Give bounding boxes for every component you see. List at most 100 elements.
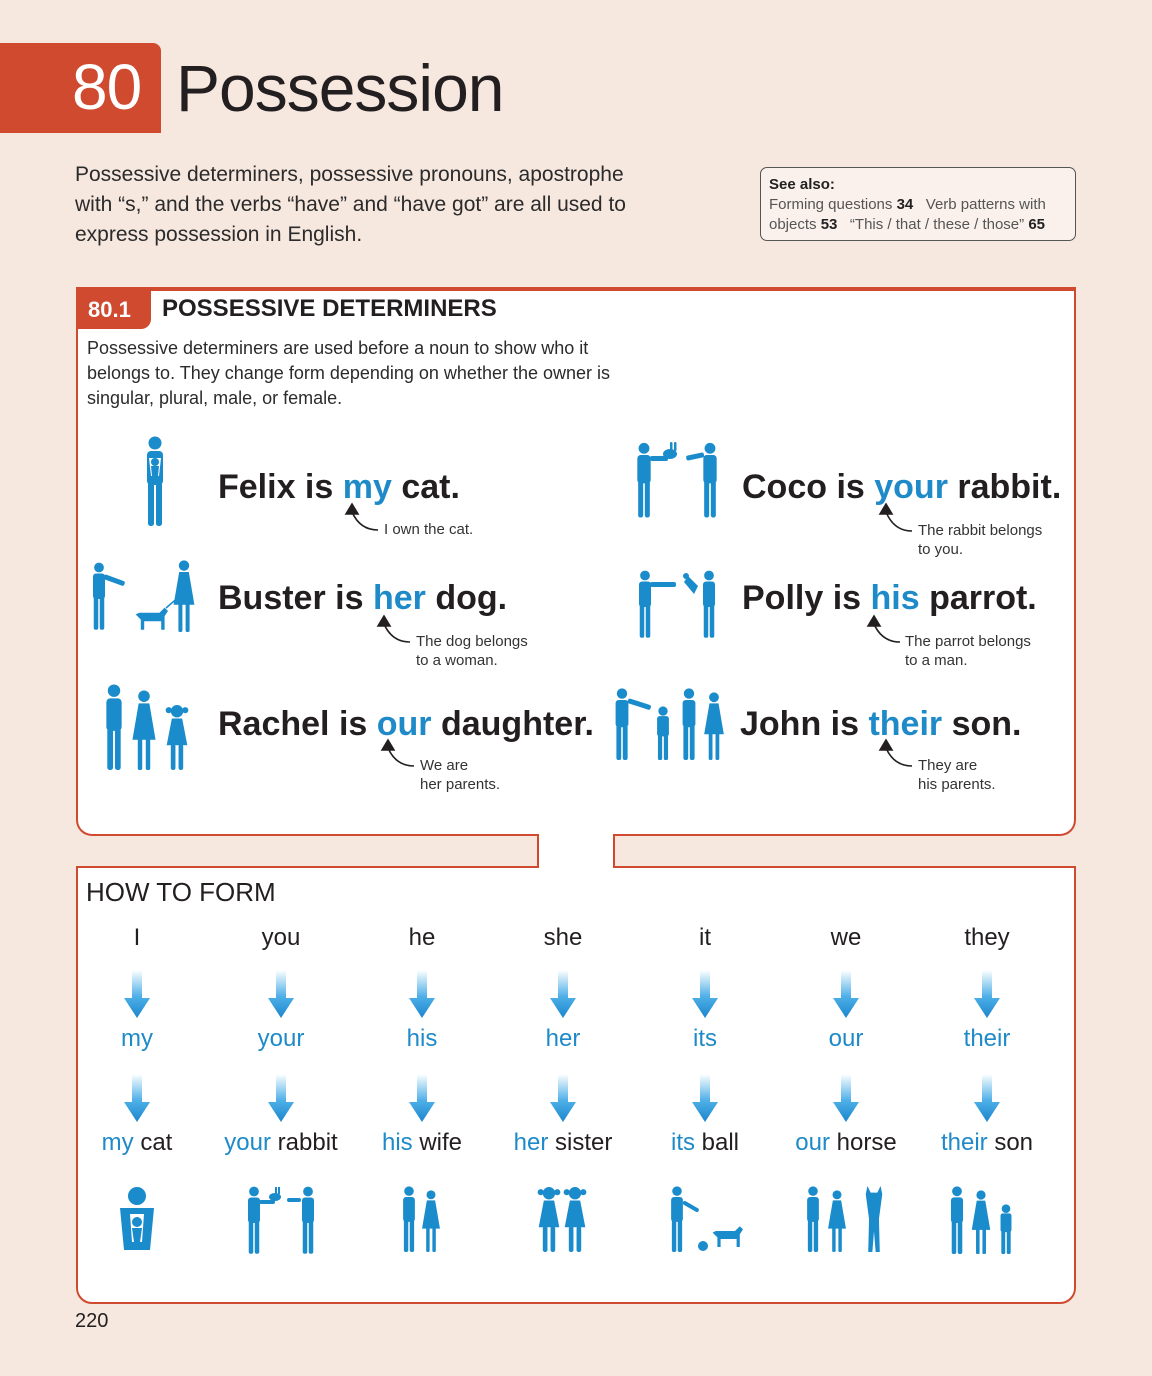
example-5-noun: daughter.: [431, 705, 594, 743]
example-sentence-1: Felix is my cat.: [218, 468, 460, 507]
example-sentence-5: Rachel is our daughter.: [218, 705, 594, 744]
example-4-note-line-2: to a man.: [905, 652, 968, 669]
determiner-label: his: [406, 1025, 438, 1052]
example-2-note-line-2: to you.: [918, 541, 964, 558]
man-giving-rabbit-icon: [637, 442, 717, 518]
down-arrow-icon: [776, 970, 916, 1023]
phrase-6: their son: [917, 1129, 1057, 1157]
phrase-0: my cat: [67, 1129, 207, 1157]
pronoun-label: you: [261, 924, 301, 951]
determiner-4: its: [635, 1025, 775, 1053]
pronoun-label: I: [133, 924, 141, 951]
see-also-item-2a[interactable]: Verb patterns with: [925, 196, 1046, 213]
phrase-determiner: your: [224, 1129, 271, 1156]
example-3-subject: Buster is: [218, 579, 373, 617]
example-3-noun: dog.: [425, 579, 508, 617]
phrase-noun: sister: [548, 1129, 613, 1156]
example-phrase: your rabbit: [224, 1129, 337, 1156]
down-arrow-icon: [211, 1074, 351, 1127]
example-phrase: our horse: [795, 1129, 896, 1156]
see-also-page-1[interactable]: 34: [896, 196, 914, 213]
couple-horse-icon: [776, 1186, 916, 1257]
annotation-arrow-1: [351, 511, 379, 531]
phrase-noun: cat: [133, 1129, 173, 1156]
down-arrow-icon: [211, 970, 351, 1023]
example-1-subject: Felix is: [218, 468, 343, 506]
pronoun-1: you: [211, 924, 351, 952]
man-dog-ball-icon: [635, 1186, 775, 1257]
example-3-determiner: her: [372, 579, 426, 617]
example-note-2: The rabbit belongs to you.: [918, 521, 1042, 559]
determiner-6: their: [917, 1025, 1057, 1053]
see-also-item-2b[interactable]: objects: [769, 216, 817, 233]
section-title: POSSESSIVE DETERMINERS: [162, 295, 497, 322]
example-2-determiner: your: [874, 468, 948, 506]
annotation-arrowhead-4: [866, 614, 882, 627]
page-number: 220: [75, 1310, 109, 1332]
phrase-determiner: her: [513, 1129, 549, 1156]
down-arrow-icon: [67, 1074, 207, 1127]
see-also-item-1[interactable]: Forming questions: [769, 196, 893, 213]
example-1-noun: cat.: [391, 468, 460, 506]
man-holding-cat-icon: [147, 436, 163, 526]
phrase-1: your rabbit: [211, 1129, 351, 1157]
annotation-arrow-2: [885, 511, 913, 532]
example-3-note-line-1: The dog belongs: [416, 633, 528, 650]
determiner-0: my: [67, 1025, 207, 1053]
phrase-noun: horse: [829, 1129, 897, 1156]
phrase-3: her sister: [493, 1129, 633, 1157]
down-arrow-icon: [917, 1074, 1057, 1127]
down-arrow-icon: [352, 1074, 492, 1127]
determiner-5: our: [776, 1025, 916, 1053]
example-5-subject: Rachel is: [218, 705, 377, 743]
person-giving-rabbit-icon: [211, 1186, 351, 1261]
woman-with-dog-icon: [93, 560, 195, 632]
see-also-page-2[interactable]: 53: [820, 216, 838, 233]
example-4-subject: Polly is: [742, 579, 871, 617]
see-also-page-3[interactable]: 65: [1028, 216, 1046, 233]
see-also-item-3[interactable]: “This / that / these / those”: [849, 216, 1025, 233]
example-sentence-6: John is their son.: [740, 705, 1022, 744]
determiner-label: their: [963, 1025, 1011, 1052]
pronoun-0: I: [67, 924, 207, 952]
see-also-title: See also:: [769, 176, 835, 193]
example-phrase: my cat: [102, 1129, 173, 1156]
phrase-noun: ball: [694, 1129, 740, 1156]
pronoun-6: they: [917, 924, 1057, 952]
example-phrase: their son: [941, 1129, 1033, 1156]
couple-icon: [352, 1186, 492, 1257]
example-5-note-line-1: We are: [420, 757, 469, 774]
phrase-noun: wife: [412, 1129, 463, 1156]
phrase-noun: rabbit: [270, 1129, 338, 1156]
example-4-noun: parrot.: [919, 579, 1037, 617]
see-also-line-2: objects 53 “This / that / these / those”…: [769, 215, 1067, 235]
determiner-label: our: [828, 1025, 864, 1052]
example-note-6: They are his parents.: [918, 756, 996, 794]
annotation-arrowhead-5: [380, 738, 396, 751]
down-arrow-icon: [67, 970, 207, 1023]
family-icon: [917, 1186, 1057, 1259]
down-arrow-icon: [917, 970, 1057, 1023]
example-3-note-line-2: to a woman.: [416, 652, 498, 669]
down-arrow-icon: [635, 1074, 775, 1127]
example-note-3: The dog belongs to a woman.: [416, 632, 528, 670]
person-holding-cat-icon: [67, 1186, 207, 1255]
chapter-title: Possession: [176, 51, 505, 125]
annotation-arrowhead-3: [376, 614, 392, 627]
annotation-arrow-5: [387, 747, 415, 767]
example-6-note-line-1: They are: [918, 757, 978, 774]
man-with-parrot-icon: [639, 570, 715, 638]
annotation-arrow-3: [383, 623, 411, 643]
down-arrow-icon: [635, 970, 775, 1023]
example-1-determiner: my: [342, 468, 392, 506]
pronoun-2: he: [352, 924, 492, 952]
pronoun-label: he: [408, 924, 436, 951]
determiner-2: his: [352, 1025, 492, 1053]
section-description: Possessive determiners are used before a…: [87, 338, 611, 408]
phrase-determiner: his: [381, 1129, 413, 1156]
how-to-form-title: HOW TO FORM: [86, 877, 276, 907]
determiner-3: her: [493, 1025, 633, 1053]
phrase-2: his wife: [352, 1129, 492, 1157]
example-6-determiner: their: [868, 705, 943, 743]
